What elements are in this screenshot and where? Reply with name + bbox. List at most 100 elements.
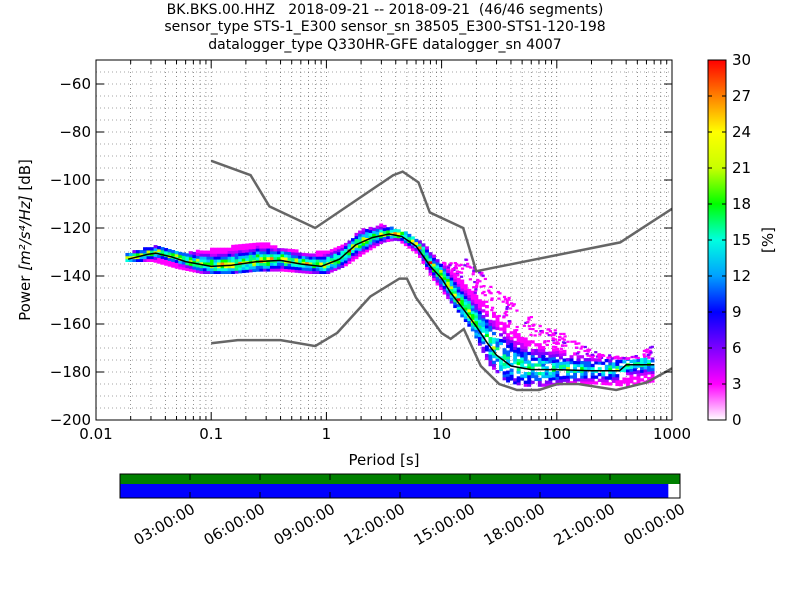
histogram-cell (481, 320, 486, 325)
histogram-cell (164, 250, 169, 255)
histogram-cell (650, 379, 655, 383)
histogram-cell (558, 379, 563, 383)
histogram-cell (551, 338, 555, 341)
histogram-cell (308, 270, 313, 274)
histogram-cell (477, 307, 482, 312)
histogram-cell (531, 327, 535, 331)
histogram-cell (495, 326, 500, 331)
histogram-cell (604, 379, 609, 383)
histogram-cell (298, 261, 303, 265)
histogram-cell (428, 257, 433, 262)
histogram-cell (143, 247, 147, 251)
histogram-cell (347, 254, 352, 259)
histogram-cell (206, 262, 211, 266)
histogram-cell (375, 225, 380, 229)
histogram-cell (608, 373, 613, 377)
histogram-cell (308, 253, 313, 257)
histogram-cell (456, 297, 461, 302)
histogram-cell (466, 262, 470, 265)
histogram-cell (280, 251, 285, 255)
histogram-cell (505, 301, 509, 305)
histogram-cell (333, 256, 338, 260)
histogram-cell (499, 333, 503, 337)
histogram-cell (516, 370, 521, 374)
histogram-cell (573, 360, 578, 365)
histogram-cell (566, 369, 570, 373)
histogram-cell (199, 261, 204, 266)
histogram-cell (648, 346, 653, 349)
histogram-cell (551, 339, 556, 342)
histogram-cell (414, 241, 419, 246)
histogram-cell (505, 299, 509, 302)
histogram-cell (594, 351, 598, 354)
histogram-cell (410, 247, 415, 252)
histogram-cell (590, 353, 594, 356)
histogram-cell (523, 360, 528, 364)
histogram-cell (400, 240, 405, 244)
histogram-cell (432, 257, 437, 261)
histogram-cell (573, 375, 578, 379)
histogram-cell (601, 376, 606, 380)
histogram-cell (351, 241, 355, 245)
histogram-cell (213, 256, 218, 260)
histogram-cell (463, 301, 468, 305)
histogram-cell (467, 323, 472, 327)
histogram-cell (563, 335, 567, 338)
histogram-cell (305, 264, 310, 268)
histogram-cell (590, 372, 595, 376)
histogram-cell (555, 341, 559, 344)
histogram-cell (643, 371, 648, 376)
histogram-cell (403, 240, 408, 244)
histogram-cell (545, 332, 549, 335)
histogram-cell (358, 244, 362, 249)
histogram-cell (372, 242, 377, 246)
histogram-cell (573, 372, 578, 376)
histogram-cell (498, 292, 502, 295)
histogram-cell (562, 367, 567, 371)
histogram-cell (580, 366, 585, 370)
histogram-cell (453, 278, 458, 283)
histogram-cell (522, 324, 526, 327)
histogram-cell (527, 351, 532, 356)
histogram-cell (470, 293, 475, 297)
histogram-cell (506, 376, 511, 380)
histogram-cell (594, 358, 599, 362)
histogram-cell (523, 346, 528, 350)
histogram-cell (322, 256, 327, 260)
histogram-cell (555, 353, 560, 357)
histogram-cell (428, 266, 433, 270)
histogram-cell (643, 369, 648, 373)
histogram-cell (558, 350, 563, 354)
histogram-cell (453, 284, 458, 288)
histogram-cell (477, 328, 482, 332)
histogram-cell (234, 270, 239, 274)
histogram-cell (643, 374, 648, 379)
histogram-cell (548, 371, 553, 375)
histogram-cell (632, 355, 636, 359)
histogram-cell (455, 263, 459, 266)
histogram-cell (273, 265, 278, 269)
histogram-cell (460, 293, 465, 298)
histogram-cell (506, 350, 511, 354)
histogram-cell (351, 243, 355, 248)
histogram-cell (474, 294, 479, 299)
histogram-cell (167, 257, 172, 261)
histogram-cell (266, 248, 271, 252)
histogram-cell (459, 271, 464, 274)
histogram-cell (533, 334, 537, 337)
histogram-cell (513, 381, 518, 385)
histogram-cell (259, 242, 264, 246)
histogram-cell (516, 341, 521, 346)
histogram-cell (336, 248, 341, 253)
histogram-cell (495, 344, 500, 348)
histogram-cell (487, 289, 491, 292)
histogram-cell (555, 376, 560, 380)
histogram-cell (446, 266, 450, 269)
histogram-cell (513, 349, 518, 353)
histogram-cell (481, 315, 486, 319)
histogram-cell (291, 257, 296, 261)
histogram-cell (252, 268, 257, 273)
histogram-cell (227, 250, 232, 254)
plot-frame (95, 59, 673, 421)
